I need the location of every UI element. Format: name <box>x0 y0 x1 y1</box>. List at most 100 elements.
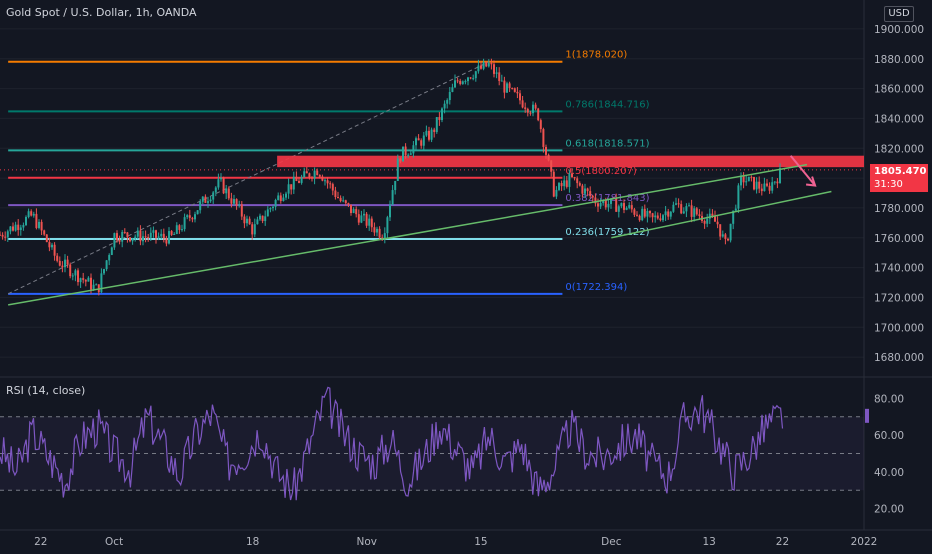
candle-body <box>433 129 436 132</box>
candle-body <box>394 180 397 191</box>
candle-body <box>53 244 56 256</box>
candle-body <box>383 233 386 240</box>
candle-body <box>495 72 498 74</box>
candle-body <box>181 229 183 231</box>
candle-body <box>25 216 27 226</box>
price-tick-label: 1740.000 <box>874 263 924 275</box>
candle-body <box>542 129 545 147</box>
candle-body <box>664 211 667 216</box>
chart-title: Gold Spot / U.S. Dollar, 1h, OANDA <box>6 6 197 19</box>
candle-body <box>594 197 597 204</box>
candle-body <box>303 171 306 178</box>
candle-body <box>227 188 230 199</box>
rsi-tick-label: 80.00 <box>874 393 904 405</box>
candle-body <box>662 215 664 221</box>
candle-body <box>508 83 511 89</box>
rsi-tick-label: 20.00 <box>874 504 904 516</box>
candle-body <box>438 117 441 121</box>
candle-body <box>324 180 326 182</box>
candle-body <box>175 225 178 234</box>
candle-body <box>48 242 51 248</box>
currency-button[interactable]: USD <box>884 6 914 22</box>
candle-body <box>584 188 586 194</box>
candle-body <box>308 173 311 178</box>
candle-body <box>425 130 428 136</box>
candle-body <box>100 273 103 293</box>
rsi-line <box>0 386 784 501</box>
candle-body <box>162 233 165 239</box>
candle-body <box>448 91 451 101</box>
candle-body <box>277 195 280 200</box>
candle-body <box>461 81 464 84</box>
candle-body <box>766 183 768 186</box>
candle-body <box>386 217 389 234</box>
time-tick-label: 2022 <box>851 536 878 548</box>
price-tick-label: 1780.000 <box>874 203 924 215</box>
candle-body <box>693 208 696 217</box>
candle-body <box>230 198 233 204</box>
candle-body <box>558 183 560 190</box>
candle-body <box>550 160 553 172</box>
candle-body <box>157 236 160 238</box>
last-price-tag: 1805.470 31:30 <box>870 164 928 192</box>
candle-body <box>773 181 776 183</box>
grid-lines <box>0 0 932 531</box>
candle-body <box>711 213 714 217</box>
candle-body <box>607 203 610 208</box>
price-tick-label: 1820.000 <box>874 143 924 155</box>
fibonacci-retracement[interactable]: 1(1878.020) 0.786(1844.716) 0.618(1818.571… <box>7 50 650 295</box>
trendlines[interactable] <box>8 155 832 306</box>
candle-body <box>136 230 139 237</box>
candle-body <box>40 221 43 231</box>
candle-body <box>142 236 144 242</box>
candle-body <box>360 215 363 223</box>
candle-body <box>396 158 399 181</box>
time-axis[interactable]: 22 Oct 18 Nov 15 Dec 13 22 2022 <box>34 536 877 548</box>
candle-body <box>6 231 9 238</box>
price-tick-label: 1840.000 <box>874 113 924 125</box>
candle-body <box>326 180 329 184</box>
candle-body <box>217 179 220 188</box>
candle-body <box>131 238 134 242</box>
candle-body <box>194 214 196 220</box>
candle-body <box>597 203 599 207</box>
candle-body <box>656 215 659 219</box>
candle-body <box>675 203 677 205</box>
candle-body <box>212 192 215 200</box>
candle-body <box>740 175 742 186</box>
candle-body <box>620 203 623 207</box>
candle-body <box>719 224 722 237</box>
candle-body <box>373 227 376 233</box>
candle-body <box>407 154 410 156</box>
candle-body <box>482 61 485 69</box>
candle-body <box>498 72 501 81</box>
candle-body <box>599 203 602 207</box>
candle-body <box>90 277 92 290</box>
candle-body <box>430 129 433 140</box>
resistance-zone[interactable] <box>0 155 864 171</box>
candle-body <box>669 211 672 217</box>
candle-body <box>318 175 321 177</box>
candle-body <box>737 185 740 209</box>
price-tick-label: 1900.000 <box>874 24 924 36</box>
candle-body <box>753 176 755 190</box>
candle-body <box>313 170 316 179</box>
candle-body <box>771 182 774 191</box>
candle-body <box>248 218 251 225</box>
candle-body <box>110 247 113 256</box>
candle-body <box>321 176 324 181</box>
candle-body <box>77 270 79 283</box>
candle-body <box>646 211 649 217</box>
candle-body <box>147 236 150 238</box>
candle-body <box>768 185 771 191</box>
candle-body <box>602 200 605 204</box>
candle-body <box>352 209 355 214</box>
candle-body <box>779 168 781 184</box>
candle-body <box>363 213 365 216</box>
time-tick-label: Oct <box>105 536 123 548</box>
candle-body <box>623 203 625 210</box>
candle-body <box>365 213 368 226</box>
